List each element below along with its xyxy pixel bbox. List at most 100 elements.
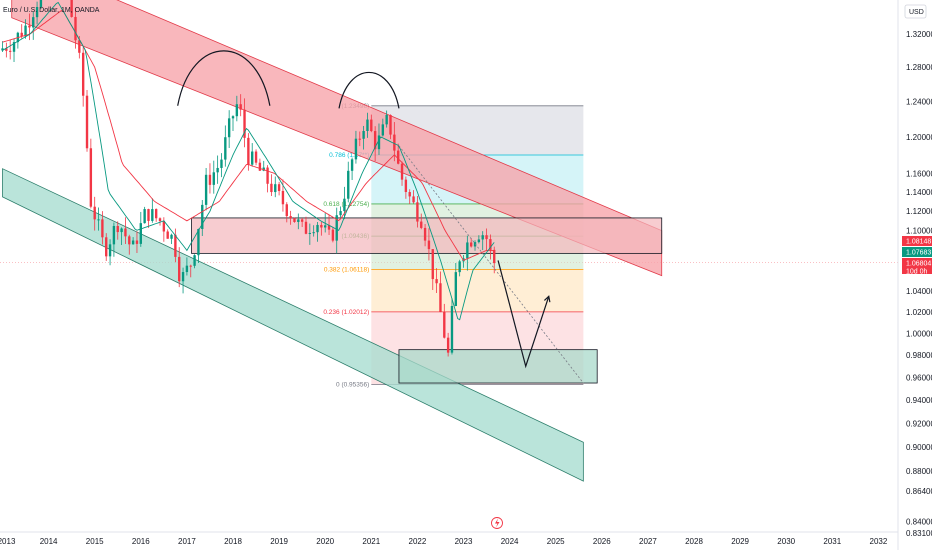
candle-body bbox=[251, 151, 254, 165]
candle-body bbox=[435, 279, 438, 284]
candle-body bbox=[477, 239, 481, 243]
price-tag-bg bbox=[902, 266, 932, 274]
pattern-arc[interactable] bbox=[338, 71, 400, 109]
candle-body bbox=[489, 239, 492, 250]
price-tag-bg bbox=[902, 258, 932, 268]
candle-body bbox=[277, 184, 281, 191]
currency-button[interactable]: USD bbox=[904, 4, 927, 19]
candle-body bbox=[350, 159, 354, 171]
candle-body bbox=[354, 138, 358, 160]
x-tick-label: 2026 bbox=[593, 537, 611, 546]
candle-body bbox=[135, 240, 139, 244]
candle-body bbox=[450, 305, 454, 353]
bolt-icon[interactable] bbox=[491, 517, 503, 529]
candle-body bbox=[20, 32, 23, 37]
candle-body bbox=[101, 219, 104, 238]
y-tick-label: 1.12000 bbox=[906, 207, 932, 216]
x-tick-label: 2020 bbox=[316, 537, 334, 546]
projection-path[interactable] bbox=[497, 260, 550, 369]
candle-body bbox=[128, 236, 131, 245]
candle-body bbox=[373, 131, 377, 150]
candle-body bbox=[300, 219, 304, 222]
candle-body bbox=[166, 231, 169, 239]
candle-body bbox=[151, 209, 154, 221]
candle-body bbox=[266, 167, 269, 184]
candle-body bbox=[12, 42, 16, 52]
upper-channel[interactable] bbox=[11, 0, 663, 277]
candle-body bbox=[105, 237, 108, 257]
candle-body bbox=[439, 283, 442, 312]
candle-body bbox=[189, 265, 192, 267]
candle-body bbox=[308, 232, 312, 234]
candle-body bbox=[324, 225, 327, 228]
candle-body bbox=[343, 198, 346, 212]
y-tick-label: 1.16000 bbox=[906, 169, 932, 178]
x-tick-label: 2028 bbox=[685, 537, 703, 546]
candle-body bbox=[481, 235, 484, 240]
candle-body bbox=[227, 118, 231, 138]
candle-body bbox=[81, 52, 85, 96]
candle-body bbox=[224, 137, 227, 160]
x-tick-label: 2016 bbox=[132, 537, 150, 546]
fib-level-label: 0.236 (1.02012) bbox=[323, 309, 369, 316]
chart-zones-layer: (1.23496)0.786 (1.17**)0.618 (1.12754)(1… bbox=[0, 0, 898, 482]
overlays-layer bbox=[2, 1, 584, 384]
y-tick-label: 1.14000 bbox=[906, 188, 932, 197]
candle-body bbox=[162, 221, 166, 232]
lower-channel[interactable] bbox=[2, 168, 584, 482]
candle-body bbox=[404, 179, 408, 193]
candle-body bbox=[362, 131, 365, 139]
candle-body bbox=[170, 234, 173, 239]
candle-body bbox=[254, 151, 258, 163]
candle-body bbox=[108, 244, 112, 257]
candle-body bbox=[220, 159, 223, 168]
candle-body bbox=[8, 50, 12, 52]
x-tick-label: 2022 bbox=[409, 537, 427, 546]
candle-body bbox=[493, 249, 496, 264]
price-tag: 1.07683 bbox=[902, 247, 932, 257]
candle-body bbox=[408, 192, 411, 197]
candle-body bbox=[377, 135, 381, 150]
supply-zone[interactable] bbox=[191, 217, 663, 254]
candle-body bbox=[174, 234, 177, 257]
y-tick-label: 1.32000 bbox=[906, 30, 932, 39]
candle-body bbox=[178, 256, 181, 282]
x-tick-label: 2014 bbox=[40, 537, 58, 546]
price-tag-bg bbox=[902, 247, 932, 257]
candle-body bbox=[258, 162, 262, 171]
candle-body bbox=[466, 242, 469, 259]
ema-fast-line bbox=[2, 1, 495, 321]
x-tick-label: 2013 bbox=[0, 537, 16, 546]
candle-body bbox=[32, 17, 35, 28]
fib-level-label: 0.618 (1.12754) bbox=[323, 201, 369, 208]
candle-body bbox=[197, 228, 200, 256]
x-tick-label: 2018 bbox=[224, 537, 242, 546]
candle-body bbox=[469, 242, 473, 247]
candle-body bbox=[139, 223, 142, 244]
pattern-arc[interactable] bbox=[177, 50, 271, 106]
y-tick-label: 1.10000 bbox=[906, 227, 932, 236]
y-tick-label: 1.24000 bbox=[906, 97, 932, 106]
candle-body bbox=[339, 211, 342, 216]
candle-body bbox=[335, 215, 338, 241]
candle-body bbox=[316, 224, 319, 233]
candle-body bbox=[312, 232, 315, 234]
fib-level-label: 0 (0.95356) bbox=[336, 382, 369, 389]
demand-zone[interactable] bbox=[398, 349, 598, 384]
candle-body bbox=[281, 190, 285, 205]
candle-body bbox=[24, 25, 27, 37]
candle-body bbox=[485, 235, 488, 240]
fib-level-label: 0.786 (1.17**) bbox=[329, 152, 369, 159]
candle-body bbox=[416, 202, 419, 222]
price-tag: 10d 0h bbox=[902, 266, 932, 276]
candle-body bbox=[147, 209, 150, 221]
candle-body bbox=[262, 167, 265, 171]
candle-body bbox=[243, 109, 246, 138]
price-tag-label: 10d 0h bbox=[906, 269, 928, 276]
x-tick-label: 2024 bbox=[501, 537, 519, 546]
candle-body bbox=[28, 25, 31, 28]
